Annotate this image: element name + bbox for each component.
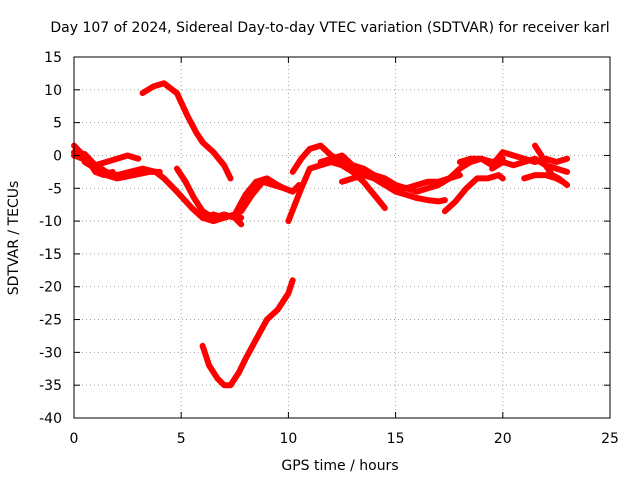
y-tick-label: 10 <box>44 83 62 99</box>
series-group <box>71 80 571 389</box>
y-tick-label: 5 <box>53 116 62 132</box>
series-arc-16 <box>456 149 571 169</box>
y-tick-label: -15 <box>39 247 62 263</box>
grid-lines <box>74 57 610 418</box>
series-arc-13 <box>339 172 448 205</box>
x-tick-label: 10 <box>279 431 297 447</box>
chart-title: Day 107 of 2024, Sidereal Day-to-day VTE… <box>50 20 609 36</box>
plot-frame <box>73 56 611 419</box>
y-tick-label: -40 <box>39 411 62 427</box>
y-tick-label: -35 <box>39 378 62 394</box>
x-tick-label: 0 <box>70 431 79 447</box>
x-tick-label: 25 <box>601 431 619 447</box>
x-tick-label: 20 <box>494 431 512 447</box>
y-tick-label: -30 <box>39 345 62 361</box>
y-tick-label: 15 <box>44 50 62 66</box>
y-tick-label: 0 <box>53 148 62 164</box>
y-tick-label: -10 <box>39 214 62 230</box>
y-tick-label: -20 <box>39 280 62 296</box>
series-arc-17 <box>489 155 571 175</box>
series-arc-9 <box>199 277 296 389</box>
series-arc-15 <box>441 172 506 215</box>
y-tick-label: -5 <box>48 181 62 197</box>
series-arc-14 <box>349 155 506 195</box>
x-axis-label: GPS time / hours <box>281 458 398 474</box>
y-axis-label: SDTVAR / TECUs <box>6 181 22 296</box>
series-arc-2 <box>71 149 142 169</box>
series-arc-8 <box>238 178 303 215</box>
axis-ticks: 0 5 10 15 20 25 15 10 5 0 -5 -10 -15 -20 -25 -30 -35 -40 <box>39 50 619 447</box>
x-tick-label: 15 <box>387 431 405 447</box>
series-arc-5 <box>139 80 234 182</box>
y-tick-label: -25 <box>39 313 62 329</box>
series-arc-4 <box>81 159 163 182</box>
series-arc-3 <box>71 152 245 225</box>
x-tick-label: 5 <box>177 431 186 447</box>
series-arc-10 <box>285 159 388 225</box>
series-arc-19 <box>521 172 566 185</box>
